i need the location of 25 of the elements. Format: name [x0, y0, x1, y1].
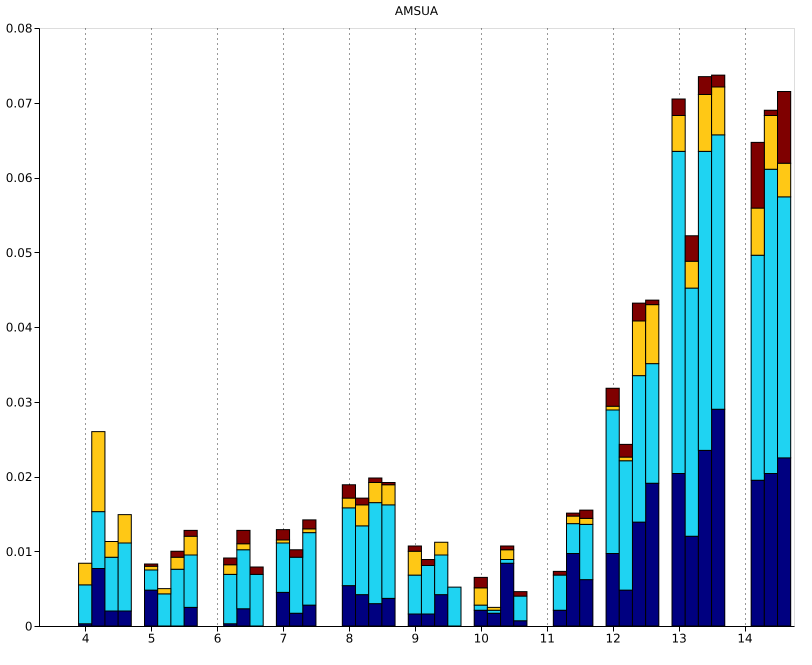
x-tick-label: 12 — [606, 632, 621, 646]
bar — [144, 563, 158, 567]
bar — [500, 549, 514, 560]
x-tick-label: 6 — [214, 632, 222, 646]
y-tick-label: 0.01 — [6, 544, 32, 559]
x-tick-label: 9 — [412, 632, 420, 646]
bar — [302, 519, 316, 530]
y-tick-label: 0.08 — [6, 22, 32, 36]
x-tick-label: 4 — [82, 632, 90, 646]
x-tick-label: 8 — [346, 632, 354, 646]
chart-title: AMSUA — [394, 4, 439, 18]
x-tick-label: 13 — [671, 632, 687, 646]
x-tick-label: 11 — [540, 632, 555, 646]
y-tick-label: 0 — [24, 620, 32, 634]
x-tick-label: 14 — [737, 632, 753, 646]
x-tick-label: 7 — [280, 632, 288, 646]
y-tick-label: 0.02 — [6, 470, 32, 484]
y-tick-label: 0.04 — [6, 320, 32, 334]
y-tick-label: 0.06 — [6, 171, 32, 185]
bar — [606, 388, 620, 407]
y-tick-label: 0.07 — [6, 96, 32, 110]
x-tick-label: 10 — [474, 632, 489, 646]
y-tick-label: 0.05 — [6, 246, 32, 260]
x-tick-label: 5 — [148, 632, 156, 646]
y-tick-label: 0.03 — [6, 395, 32, 410]
